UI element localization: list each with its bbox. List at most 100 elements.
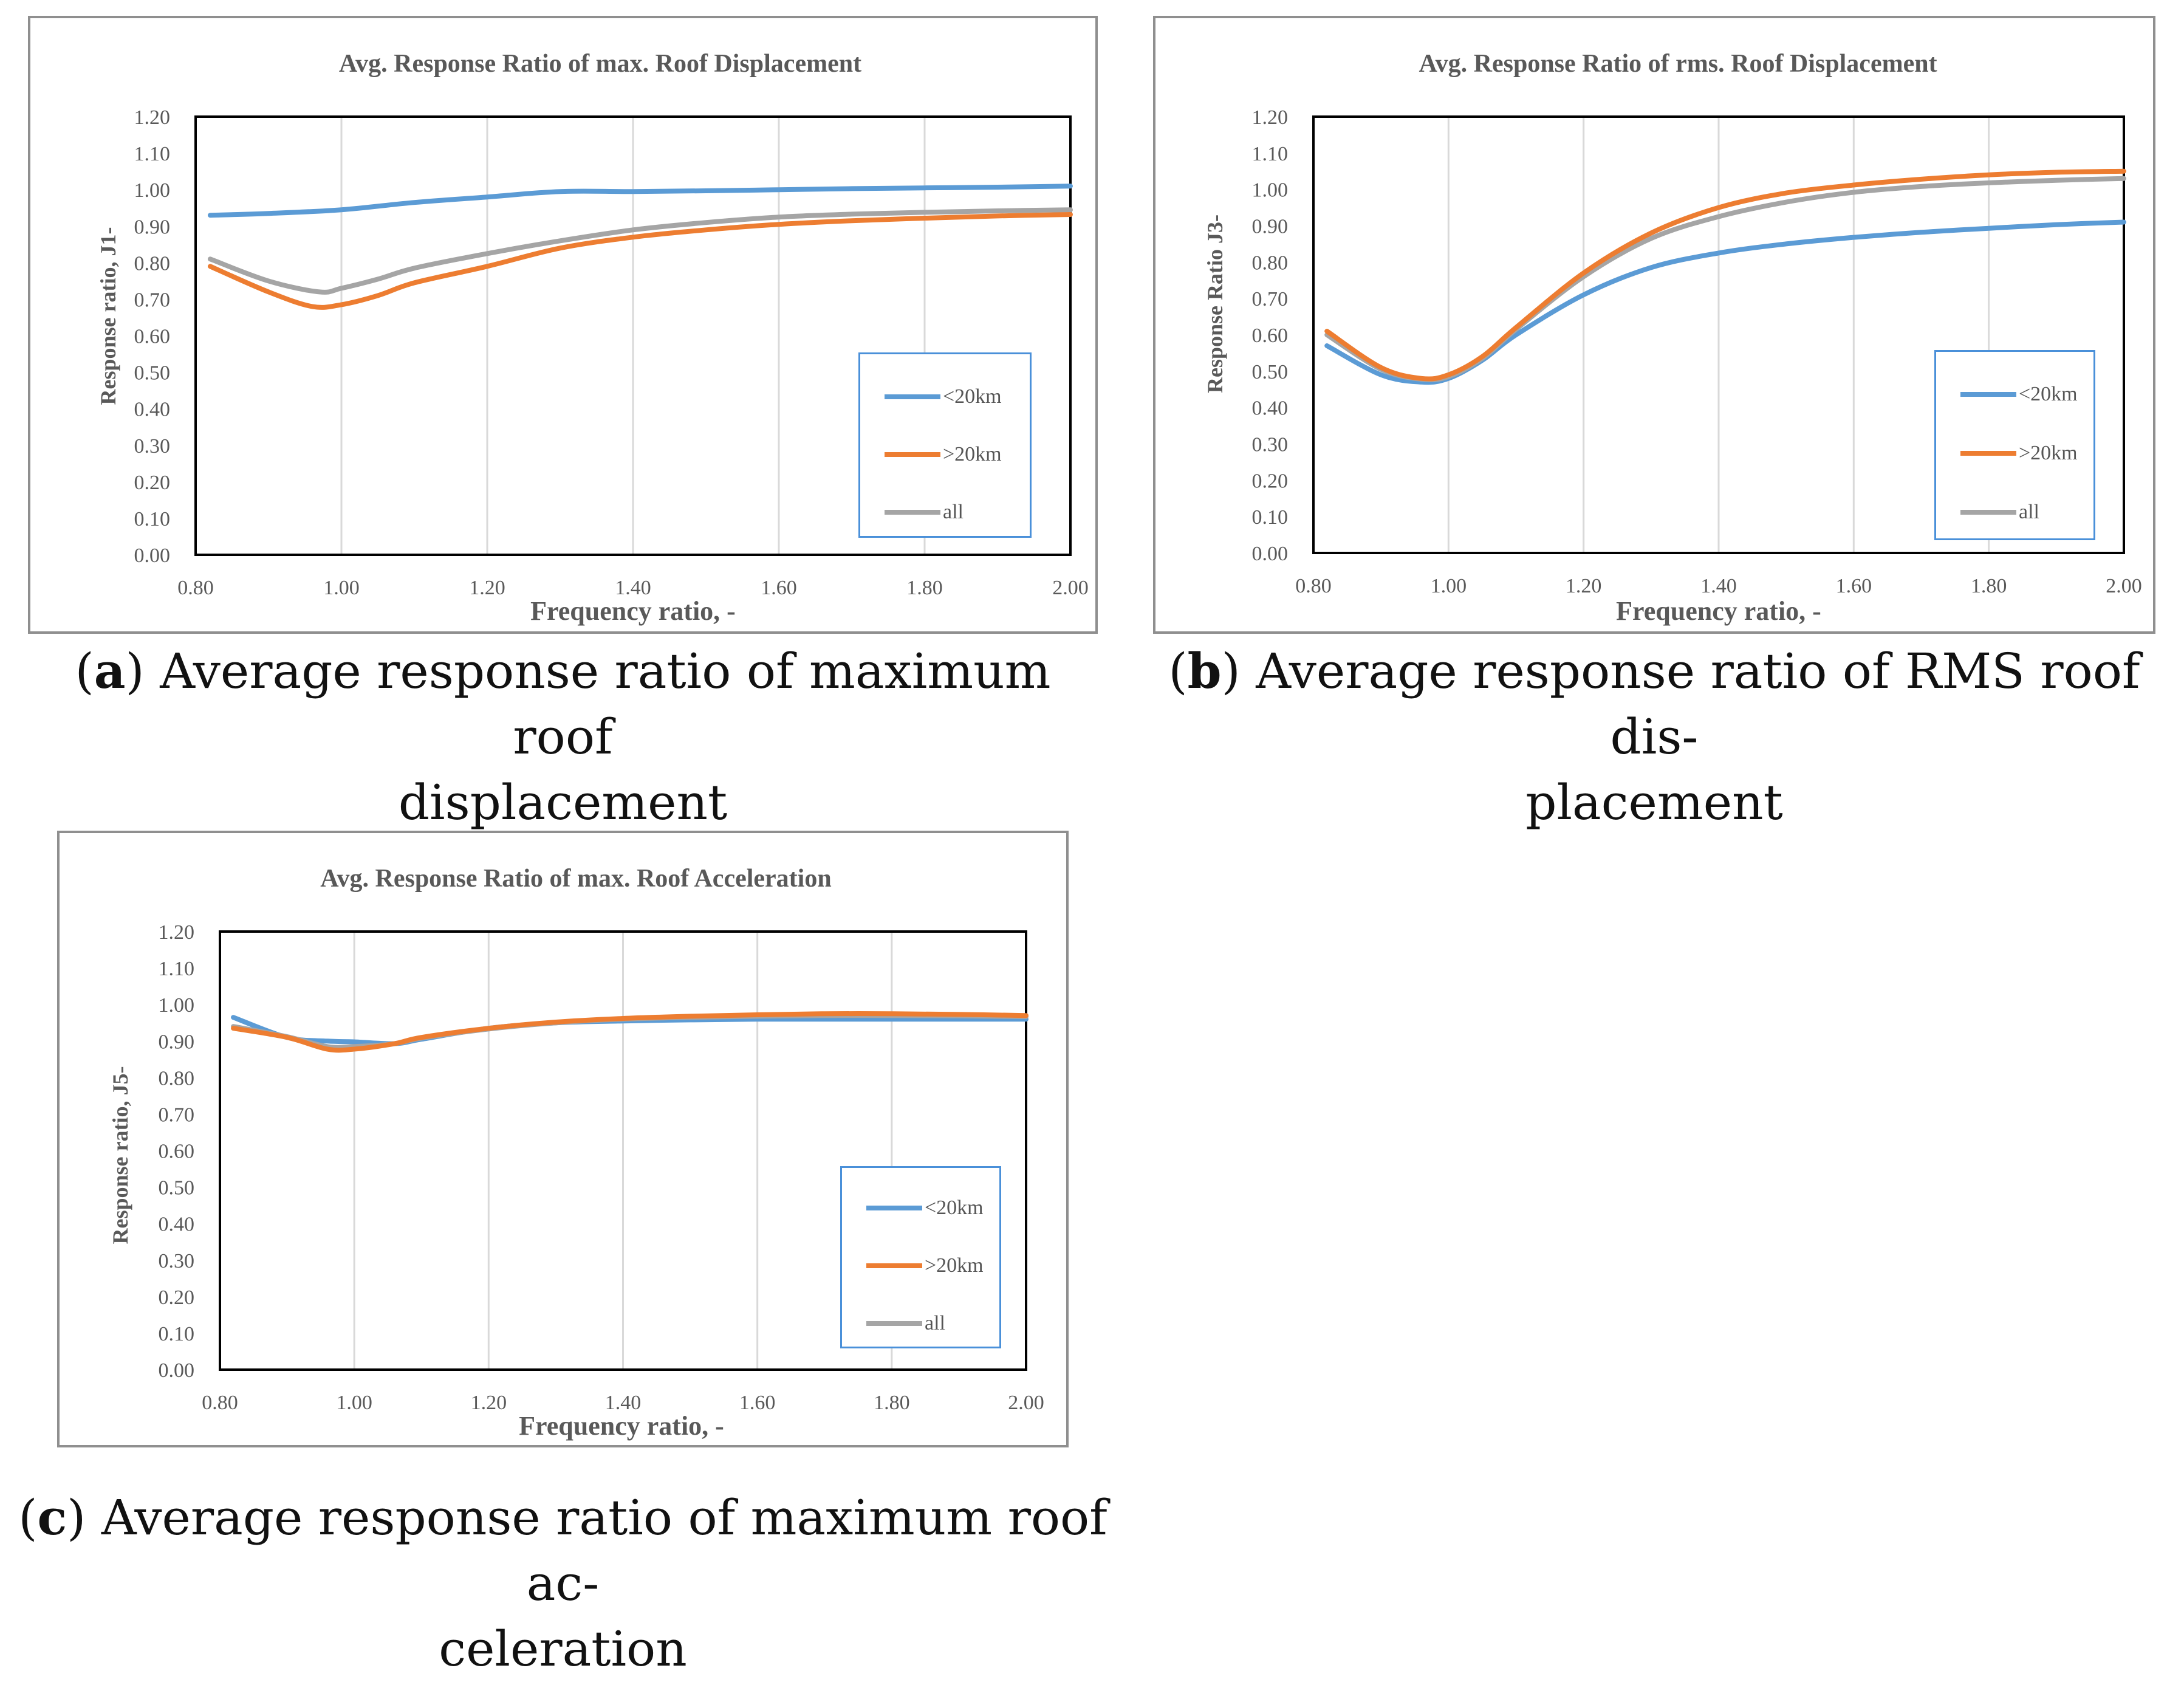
- y-tick-label: 0.60: [159, 1141, 195, 1163]
- chart-title: Avg. Response Ratio of max. Roof Acceler…: [320, 865, 831, 893]
- y-tick-label: 0.20: [159, 1286, 195, 1309]
- y-tick-label: 0.50: [159, 1177, 195, 1200]
- y-tick-label: 0.90: [134, 216, 171, 238]
- chart-c-svg: Avg. Response Ratio of max. Roof Acceler…: [108, 865, 1044, 1441]
- legend-item-all: all: [1960, 494, 2039, 530]
- y-tick-label: 0.20: [1252, 470, 1289, 492]
- y-tick-label: 0.70: [159, 1104, 195, 1126]
- y-tick-label: 0.10: [1252, 506, 1289, 529]
- legend-c: <20km >20km all: [840, 1166, 1001, 1348]
- x-tick-label: 2.00: [1052, 577, 1089, 599]
- caption-b-line2: placement: [1525, 774, 1783, 831]
- legend-label: <20km: [2019, 383, 2078, 405]
- x-tick-label: 1.60: [739, 1392, 776, 1414]
- legend-label: <20km: [943, 385, 1002, 408]
- legend-swatch-all: [1960, 510, 2016, 515]
- x-tick-label: 1.40: [615, 577, 651, 599]
- legend-swatch-lt20: [885, 394, 940, 399]
- legend-item-all: all: [885, 494, 964, 530]
- series-line-lt20: [208, 184, 1073, 218]
- x-axis-label: Frequency ratio, -: [1616, 596, 1821, 626]
- chart-a-svg: Avg. Response Ratio of max. Roof Displac…: [96, 50, 1089, 626]
- y-tick-label: 0.50: [1252, 361, 1289, 383]
- y-tick-label: 0.90: [1252, 216, 1289, 238]
- caption-a-line2: displacement: [398, 774, 728, 831]
- legend-label: >20km: [2019, 442, 2078, 464]
- legend-swatch-lt20: [866, 1206, 922, 1210]
- caption-text: ) Average response ratio of maximum roof: [125, 643, 1051, 765]
- y-axis-label: Response ratio, J1-: [96, 227, 120, 405]
- legend-item-lt20: <20km: [866, 1190, 984, 1226]
- y-axis-label: Response ratio, J5-: [108, 1066, 132, 1244]
- y-tick-label: 0.00: [1252, 543, 1289, 565]
- y-tick-label: 0.60: [134, 326, 171, 348]
- x-tick-label: 1.60: [761, 577, 797, 599]
- legend-swatch-gt20: [1960, 451, 2016, 456]
- y-tick-label: 0.00: [134, 544, 171, 567]
- y-tick-label: 0.00: [159, 1359, 195, 1382]
- series-line-gt20: [208, 212, 1073, 310]
- y-tick-label: 0.80: [134, 252, 171, 275]
- y-tick-label: 1.00: [1252, 179, 1289, 202]
- caption-a-line1: (a) Average response ratio of maximum ro…: [75, 642, 1051, 765]
- caption-c-line1: (c) Average response ratio of maximum ro…: [18, 1489, 1107, 1612]
- caption-text: ) Average response ratio of maximum roof…: [67, 1489, 1107, 1612]
- chart-panel-c: Avg. Response Ratio of max. Roof Acceler…: [57, 831, 1069, 1447]
- y-tick-label: 0.50: [134, 362, 171, 385]
- legend-item-all: all: [866, 1305, 945, 1342]
- y-tick-label: 0.30: [159, 1250, 195, 1272]
- legend-item-gt20: >20km: [1960, 435, 2078, 472]
- series-line-all: [208, 207, 1073, 295]
- x-tick-label: 1.20: [1566, 575, 1602, 597]
- caption-label: c: [37, 1489, 67, 1546]
- x-tick-label: 1.80: [906, 577, 943, 599]
- x-tick-label: 0.80: [177, 577, 214, 599]
- legend-swatch-lt20: [1960, 392, 2016, 397]
- caption-label: a: [94, 642, 126, 699]
- legend-item-lt20: <20km: [1960, 376, 2078, 413]
- y-tick-label: 1.10: [134, 143, 171, 165]
- y-tick-label: 0.40: [159, 1213, 195, 1236]
- y-tick-label: 0.70: [1252, 288, 1289, 311]
- caption-text: ) Average response ratio of RMS roof dis…: [1221, 643, 2140, 765]
- y-tick-label: 0.80: [159, 1067, 195, 1090]
- legend-label: all: [943, 501, 964, 523]
- plot-area-frame: [219, 930, 1027, 1371]
- y-tick-label: 1.00: [159, 994, 195, 1017]
- x-tick-label: 2.00: [2106, 575, 2142, 597]
- x-tick-label: 1.80: [1971, 575, 2007, 597]
- x-tick-label: 0.80: [1295, 575, 1332, 597]
- legend-b: <20km >20km all: [1934, 350, 2095, 540]
- x-tick-label: 1.20: [469, 577, 505, 599]
- x-tick-label: 1.00: [323, 577, 360, 599]
- y-tick-label: 0.30: [1252, 434, 1289, 456]
- y-axis-label: Response Ratio J3-: [1203, 215, 1227, 393]
- plot-area-frame: [1312, 115, 2125, 554]
- legend-a: <20km >20km all: [858, 352, 1032, 538]
- y-tick-label: 1.10: [159, 958, 195, 980]
- legend-label: <20km: [925, 1196, 984, 1219]
- caption-b-line1: (b) Average response ratio of RMS roof d…: [1168, 642, 2140, 765]
- y-tick-label: 0.40: [134, 399, 171, 421]
- y-tick-label: 1.00: [134, 179, 171, 202]
- chart-panel-a: Avg. Response Ratio of max. Roof Displac…: [28, 16, 1098, 634]
- y-tick-label: 0.10: [134, 508, 171, 530]
- y-tick-label: 0.30: [134, 435, 171, 458]
- chart-title: Avg. Response Ratio of max. Roof Displac…: [339, 50, 861, 78]
- y-tick-label: 0.60: [1252, 324, 1289, 347]
- legend-label: >20km: [943, 443, 1002, 465]
- caption-label: b: [1187, 642, 1222, 699]
- y-tick-label: 1.10: [1252, 143, 1289, 165]
- legend-label: >20km: [925, 1254, 984, 1277]
- caption-c: (c) Average response ratio of maximum ro…: [18, 1485, 1107, 1682]
- plot-area-frame: [194, 115, 1072, 556]
- legend-swatch-all: [866, 1321, 922, 1326]
- y-tick-label: 1.20: [159, 921, 195, 944]
- caption-a: (a) Average response ratio of maximum ro…: [28, 638, 1098, 836]
- x-tick-label: 2.00: [1008, 1392, 1044, 1414]
- y-tick-label: 0.40: [1252, 397, 1289, 420]
- y-tick-label: 0.20: [134, 472, 171, 494]
- x-tick-label: 0.80: [202, 1392, 238, 1414]
- chart-b-svg: Avg. Response Ratio of rms. Roof Displac…: [1203, 50, 2142, 626]
- legend-item-lt20: <20km: [885, 379, 1002, 415]
